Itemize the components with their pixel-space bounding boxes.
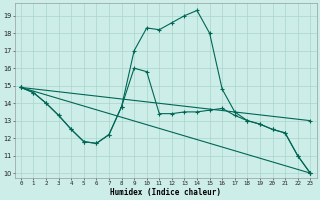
X-axis label: Humidex (Indice chaleur): Humidex (Indice chaleur): [110, 188, 221, 197]
